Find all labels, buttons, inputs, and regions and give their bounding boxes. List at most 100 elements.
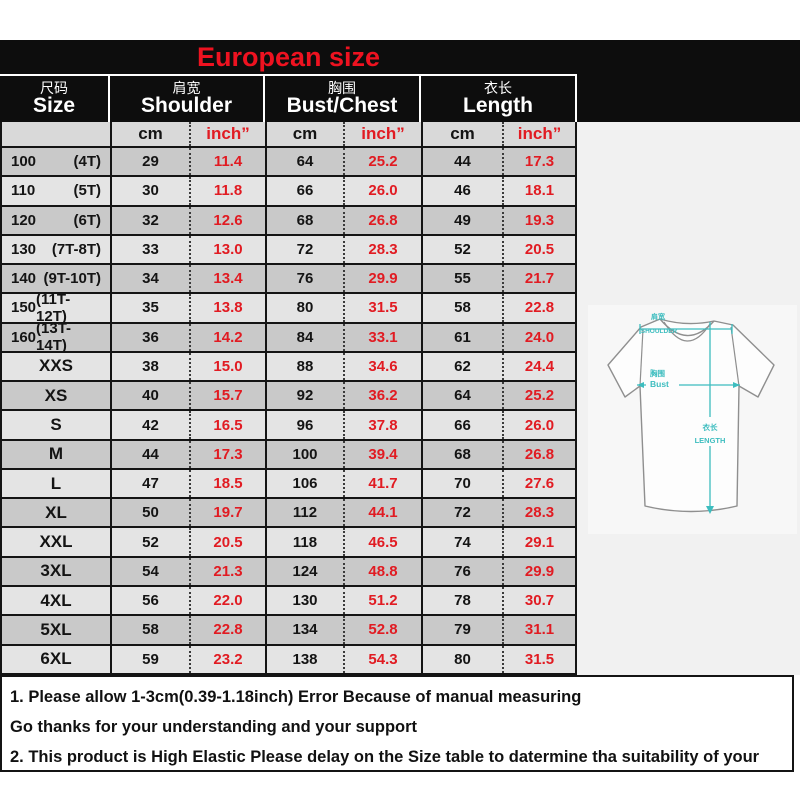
value-cell: 54.3	[343, 645, 421, 673]
collar-rib	[663, 321, 711, 342]
table-row: 3XL 54 21.3 124 48.8 76 29.9	[2, 557, 575, 587]
size-number: 160	[11, 328, 37, 346]
value-cell: 33.1	[343, 323, 421, 351]
shoulder-label-zh: 肩宽	[650, 312, 665, 321]
value-cell: 51.2	[343, 586, 421, 615]
value-cell: 124	[265, 557, 343, 585]
value-cell: 18.1	[502, 177, 575, 205]
value-cell: 31.5	[502, 645, 575, 673]
table-row: M 44 17.3 100 39.4 68 26.8	[2, 440, 575, 470]
value-cell: 44	[110, 440, 189, 468]
value-cell: 22.0	[189, 586, 265, 615]
size-cell: XS	[44, 385, 68, 405]
size-tag: (7T-8T)	[51, 240, 101, 258]
value-cell: 80	[265, 294, 343, 322]
value-cell: 55	[421, 265, 502, 293]
value-cell: 48.8	[343, 557, 421, 585]
value-cell: 31.1	[502, 616, 575, 644]
table-row: 140 (9T-10T) 34 13.4 76 29.9 55 21.7	[2, 265, 575, 295]
value-cell: 96	[265, 411, 343, 439]
table-row: XXL 52 20.5 118 46.5 74 29.1	[2, 528, 575, 558]
value-cell: 26.8	[502, 440, 575, 468]
size-cell: 5XL	[40, 619, 72, 639]
size-cell: 100 (4T)	[2, 148, 110, 175]
table-row: L 47 18.5 106 41.7 70 27.6	[2, 469, 575, 500]
value-cell: 14.2	[189, 323, 265, 351]
value-cell: 22.8	[189, 616, 265, 644]
value-cell: 26.8	[343, 206, 421, 234]
length-label-zh: 衣长	[703, 422, 718, 432]
value-cell: 72	[421, 499, 502, 527]
value-cell: 134	[265, 616, 343, 644]
bust-label-en: Bust	[650, 379, 669, 389]
value-cell: 72	[265, 235, 343, 264]
value-cell: 46	[421, 177, 502, 205]
size-number: 120	[11, 211, 37, 229]
size-cell: L	[50, 473, 62, 493]
size-tag: (13T-14T)	[36, 323, 72, 351]
value-cell: 66	[421, 411, 502, 439]
table-row: 130 (7T-8T) 33 13.0 72 28.3 52 20.5	[2, 235, 575, 266]
value-cell: 11.4	[189, 148, 265, 176]
value-cell: 21.3	[189, 557, 265, 585]
value-cell: 76	[421, 557, 502, 585]
value-cell: 11.8	[189, 177, 265, 205]
value-cell: 84	[265, 323, 343, 351]
col-header-length-en: Length	[463, 94, 533, 118]
table-row: 160 (13T-14T) 36 14.2 84 33.1 61 24.0	[2, 323, 575, 353]
table-row: XL 50 19.7 112 44.1 72 28.3	[2, 499, 575, 529]
col-header-length-zh: 衣长	[484, 79, 512, 96]
value-cell: 19.3	[502, 206, 575, 234]
value-cell: 118	[265, 528, 343, 556]
value-cell: 13.0	[189, 235, 265, 264]
length-label-en: LENGTH	[695, 436, 726, 445]
value-cell: 58	[421, 294, 502, 322]
col-header-length: 衣长 Length	[421, 76, 577, 122]
value-cell: 59	[110, 645, 189, 673]
size-number: 110	[11, 182, 36, 200]
value-cell: 19.7	[189, 499, 265, 527]
value-cell: 76	[265, 265, 343, 293]
size-tag: (6T)	[73, 211, 102, 229]
value-cell: 31.5	[343, 294, 421, 322]
value-cell: 41.7	[343, 469, 421, 498]
value-cell: 29	[110, 148, 189, 176]
size-tag: (4T)	[73, 153, 102, 171]
value-cell: 70	[421, 469, 502, 498]
col-header-size-en: Size	[32, 94, 76, 118]
size-cell: XXL	[39, 532, 73, 552]
size-tag: (9T-10T)	[43, 270, 101, 288]
unit-cell-inch: inch”	[189, 122, 265, 146]
table-row: 4XL 56 22.0 130 51.2 78 30.7	[2, 586, 575, 617]
value-cell: 17.3	[502, 148, 575, 176]
size-number: 150	[11, 299, 37, 317]
note-line-1: 1. Please allow 1-3cm(0.39-1.18inch) Err…	[10, 688, 582, 706]
note-line-3: 2. This product is High Elastic Please d…	[10, 748, 760, 766]
value-cell: 78	[421, 586, 502, 615]
size-cell: 110 (5T)	[2, 177, 110, 204]
value-cell: 52	[421, 235, 502, 264]
size-number: 140	[11, 270, 37, 288]
value-cell: 33	[110, 235, 189, 264]
value-cell: 20.5	[189, 528, 265, 556]
col-header-bust: 胸围 Bust/Chest	[265, 76, 421, 122]
value-cell: 24.0	[502, 323, 575, 351]
value-cell: 74	[421, 528, 502, 556]
size-cell: 160 (13T-14T)	[2, 324, 110, 351]
value-cell: 29.9	[343, 265, 421, 293]
note-line-2: Go thanks for your understanding and you…	[10, 718, 418, 736]
tshirt-outline	[607, 318, 775, 513]
value-cell: 13.8	[189, 294, 265, 322]
tshirt-diagram: 肩宽 SHOULDER 胸围 Bust 衣长 LENGTH	[607, 312, 775, 514]
shoulder-label-en: SHOULDER	[641, 328, 678, 335]
value-cell: 28.3	[343, 235, 421, 264]
unit-cell-inch: inch”	[343, 122, 421, 146]
value-cell: 40	[110, 382, 189, 410]
value-cell: 49	[421, 206, 502, 234]
table-row: S 42 16.5 96 37.8 66 26.0	[2, 411, 575, 441]
value-cell: 58	[110, 616, 189, 644]
value-cell: 12.6	[189, 206, 265, 234]
value-cell: 20.5	[502, 235, 575, 264]
col-header-bust-zh: 胸围	[328, 79, 356, 96]
